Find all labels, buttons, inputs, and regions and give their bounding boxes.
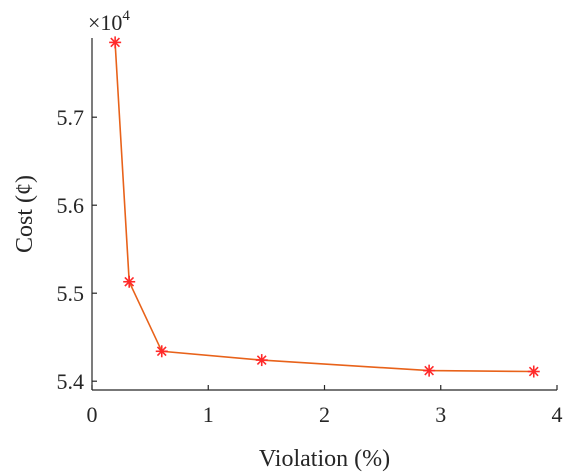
- y-axis-exponent: ×104: [88, 8, 130, 35]
- series-line: [114, 42, 534, 373]
- x-tick-label: 0: [87, 402, 98, 427]
- y-tick-label: 5.7: [57, 105, 85, 130]
- x-tick-label: 4: [552, 402, 563, 427]
- y-tick-label: 5.5: [57, 281, 85, 306]
- data-point-marker: [123, 275, 136, 288]
- data-point-marker: [423, 364, 436, 377]
- data-point-marker: [109, 36, 122, 49]
- exponent-base: ×10: [88, 10, 122, 35]
- series-layer: [109, 36, 540, 378]
- x-tick-label: 1: [203, 402, 214, 427]
- data-point-marker: [155, 345, 168, 358]
- data-point-marker: [527, 365, 540, 378]
- x-tick-label: 3: [435, 402, 446, 427]
- x-tick-label: 2: [319, 402, 330, 427]
- x-ticks: 0 1 2 3 4: [87, 385, 563, 427]
- y-axis-label: Cost (¢): [12, 175, 38, 253]
- y-tick-label: 5.6: [57, 193, 85, 218]
- data-point-marker: [255, 354, 268, 367]
- y-ticks: 5.4 5.5 5.6 5.7: [57, 105, 97, 394]
- y-tick-label: 5.4: [57, 369, 85, 394]
- x-axis-label: Violation (%): [259, 446, 390, 472]
- exponent-power: 4: [122, 8, 130, 24]
- axes-frame: [91, 38, 557, 391]
